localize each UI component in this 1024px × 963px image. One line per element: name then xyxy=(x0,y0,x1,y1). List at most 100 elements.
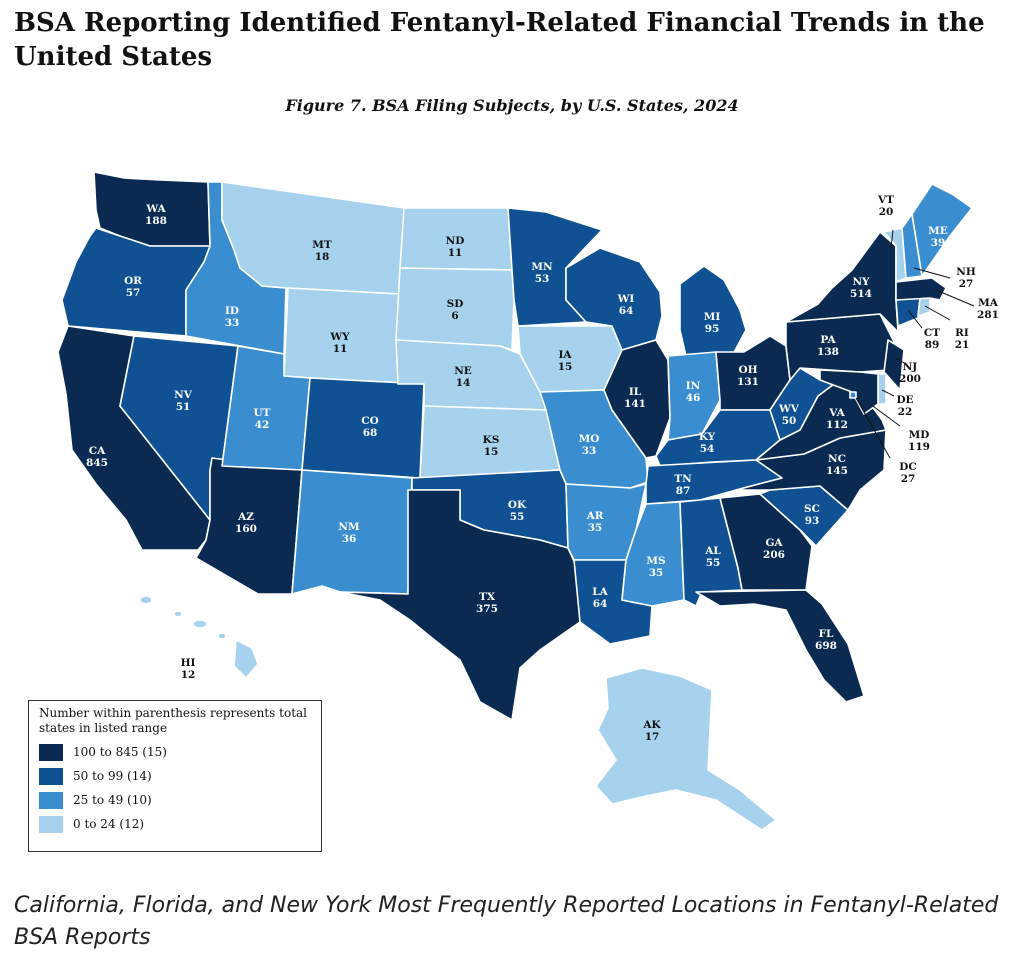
legend-item: 25 to 49 (10) xyxy=(39,788,311,812)
state-value: 141 xyxy=(624,398,646,410)
state-abbr: NE xyxy=(454,365,472,377)
state-label: IN 46 xyxy=(686,380,701,404)
state-label: CA 845 xyxy=(86,445,108,469)
state-abbr: MI xyxy=(704,311,721,323)
state-label: MD 119 xyxy=(908,429,930,453)
state-value: 119 xyxy=(908,441,930,453)
state-value: 514 xyxy=(850,288,872,300)
state-label: WV 50 xyxy=(778,403,800,427)
state-abbr: UT xyxy=(254,407,271,419)
legend-item: 50 to 99 (14) xyxy=(39,764,311,788)
state-label: OR 57 xyxy=(124,275,142,299)
state-value: 35 xyxy=(649,567,664,579)
state-abbr: WA xyxy=(145,203,166,215)
state-value: 35 xyxy=(588,522,603,534)
state-abbr: TN xyxy=(674,473,692,485)
state-label: WI 64 xyxy=(617,293,635,317)
state-label: VA 112 xyxy=(826,407,848,431)
state-abbr: MS xyxy=(646,555,665,567)
state-RI xyxy=(917,297,931,317)
state-label: RI 21 xyxy=(955,327,970,351)
state-label: NM 36 xyxy=(338,521,360,545)
state-value: 206 xyxy=(763,549,785,561)
state-abbr: NM xyxy=(338,521,360,533)
state-abbr: CT xyxy=(924,327,940,339)
state-abbr: MD xyxy=(909,429,930,441)
legend-note: Number within parenthesis represents tot… xyxy=(39,706,308,735)
state-value: 698 xyxy=(815,640,837,652)
state-abbr: OK xyxy=(508,499,527,511)
state-abbr: NV xyxy=(174,389,193,401)
state-value: 22 xyxy=(898,406,913,418)
state-abbr: IA xyxy=(558,349,572,361)
state-value: 15 xyxy=(484,446,499,458)
state-FL xyxy=(695,589,865,703)
state-label: MI 95 xyxy=(704,311,721,335)
state-value: 93 xyxy=(805,515,820,527)
legend-label: 25 to 49 (10) xyxy=(73,793,152,807)
state-TX xyxy=(339,489,581,721)
state-abbr: AZ xyxy=(237,511,254,523)
state-abbr: ID xyxy=(225,305,239,317)
state-label: NV 51 xyxy=(174,389,193,413)
state-label: CO 68 xyxy=(361,415,379,439)
state-label: HI 12 xyxy=(181,657,196,681)
state-label: VT 20 xyxy=(877,194,894,218)
state-AK xyxy=(595,667,777,831)
state-value: 57 xyxy=(126,287,141,299)
state-abbr: RI xyxy=(955,327,969,339)
state-DC xyxy=(849,391,857,399)
state-abbr: CA xyxy=(89,445,106,457)
state-value: 21 xyxy=(955,339,970,351)
state-value: 160 xyxy=(235,523,257,535)
state-value: 845 xyxy=(86,457,108,469)
state-abbr: GA xyxy=(765,537,783,549)
state-abbr: IN xyxy=(686,380,701,392)
state-label: NH 27 xyxy=(956,266,976,290)
legend-label: 0 to 24 (12) xyxy=(73,817,145,831)
state-abbr: OR xyxy=(124,275,142,287)
state-value: 131 xyxy=(737,376,759,388)
state-abbr: KS xyxy=(483,434,500,446)
state-value: 27 xyxy=(901,473,916,485)
state-abbr: OH xyxy=(738,364,757,376)
state-label: MA 281 xyxy=(977,297,999,321)
state-value: 33 xyxy=(582,445,597,457)
state-label: CT 89 xyxy=(924,327,940,351)
state-label: IA 15 xyxy=(558,349,573,373)
state-abbr: NY xyxy=(852,276,870,288)
state-abbr: VT xyxy=(877,194,894,206)
state-abbr: WV xyxy=(778,403,800,415)
us-choropleth-map: WA 188 OR 57 CA 845 ID 33 NV 51 AZ 160 MT 18 WY… xyxy=(57,171,999,831)
state-value: 375 xyxy=(476,603,498,615)
state-value: 11 xyxy=(448,247,463,259)
state-abbr: AL xyxy=(704,545,721,557)
state-value: 51 xyxy=(176,401,191,413)
state-label: PA 138 xyxy=(817,334,839,358)
state-value: 14 xyxy=(456,377,471,389)
state-value: 11 xyxy=(333,343,348,355)
state-value: 145 xyxy=(826,465,848,477)
state-NJ xyxy=(883,339,905,391)
state-label: TN 87 xyxy=(674,473,692,497)
state-label: MS 35 xyxy=(646,555,665,579)
state-label: AZ 160 xyxy=(235,511,257,535)
state-label: NJ 200 xyxy=(899,361,921,385)
legend-swatch xyxy=(39,767,63,785)
state-value: 200 xyxy=(899,373,921,385)
state-value: 27 xyxy=(959,278,974,290)
state-abbr: AR xyxy=(586,510,604,522)
state-MD xyxy=(819,369,879,415)
state-label: LA 64 xyxy=(592,586,608,610)
state-value: 15 xyxy=(558,361,573,373)
state-label: IL 141 xyxy=(624,386,646,410)
state-MA xyxy=(895,277,947,301)
state-value: 20 xyxy=(879,206,894,218)
leader-lines xyxy=(855,229,975,459)
state-abbr: HI xyxy=(181,657,196,669)
state-label: GA 206 xyxy=(763,537,785,561)
legend-label: 100 to 845 (15) xyxy=(73,745,167,759)
state-abbr: DE xyxy=(896,394,913,406)
state-value: 281 xyxy=(977,309,999,321)
state-value: 46 xyxy=(686,392,701,404)
